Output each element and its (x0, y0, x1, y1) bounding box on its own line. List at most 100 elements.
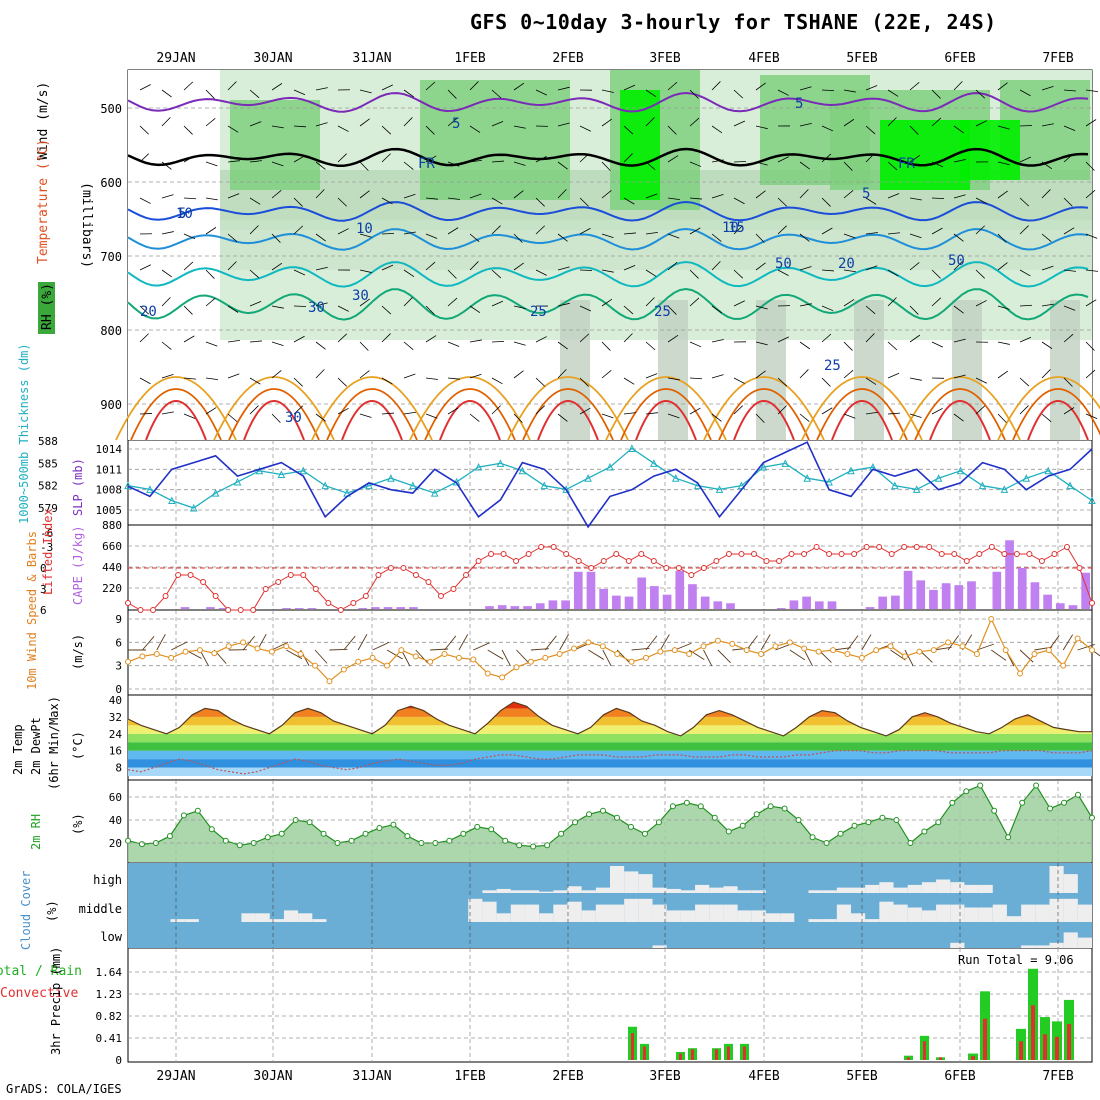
wind-barb (557, 369, 567, 379)
wind-barb-10m (659, 634, 670, 651)
cloud-clear-bar (808, 890, 823, 893)
wind-barb (469, 339, 482, 343)
wind-barb (381, 153, 391, 163)
rh-marker (669, 803, 676, 810)
cloud-clear-bar (964, 884, 979, 893)
lifted-index-marker (951, 551, 958, 557)
wind-barb (359, 89, 372, 94)
wind-barb (1063, 125, 1076, 131)
wind-speed-marker (700, 643, 707, 650)
rh-marker (711, 814, 718, 821)
wind-speed-marker (470, 656, 477, 663)
thickness-marker (321, 481, 329, 490)
wind-barb (359, 190, 370, 199)
wind-speed-marker (901, 653, 908, 660)
wind-barb (381, 333, 391, 343)
temp-tick-label: 16 (109, 745, 122, 758)
wind-barb (601, 190, 612, 199)
wind-barb-10m (1077, 643, 1095, 651)
rh-column (952, 300, 982, 440)
thickness-marker (606, 462, 614, 471)
wind-barb (557, 341, 568, 350)
isotherm-35 (1027, 400, 1089, 441)
wind-barb (1063, 227, 1075, 235)
wind-barb (447, 161, 460, 167)
wind-barb-10m (645, 635, 658, 651)
rh-marker (935, 819, 942, 826)
wind-barb (1019, 197, 1030, 207)
wind-barb (909, 305, 919, 315)
lifted-index-marker (212, 593, 219, 599)
wind-barb (337, 407, 349, 415)
precip-convective-bar (631, 1033, 634, 1060)
cape-bar (929, 589, 938, 609)
wind-barb (711, 125, 723, 134)
wind-barb (755, 82, 766, 91)
wind-barb (733, 161, 747, 163)
contour-label: FR (898, 156, 915, 172)
thickness-marker (1044, 466, 1052, 475)
cloud-clear-bar (709, 904, 724, 922)
wind-barb (513, 262, 524, 271)
wind-barb (579, 377, 589, 387)
cloud-clear-bar (1021, 904, 1036, 922)
wind-barb (799, 369, 809, 379)
wind-barb (513, 370, 524, 379)
wind-barb-10m (688, 649, 705, 661)
wind-barb-10m (544, 635, 557, 651)
wind-barb (447, 89, 457, 99)
wind-speed-marker (973, 651, 980, 657)
precip-tick-label: 1.23 (96, 988, 123, 1001)
precip-convective-bar (1019, 1041, 1023, 1060)
lifted-index-marker (638, 551, 645, 557)
cloud-clear-bar (298, 913, 313, 922)
wind-barb (139, 84, 151, 91)
cape-bar (294, 608, 304, 609)
wind-barb (315, 369, 325, 379)
cloud-clear-bar (595, 904, 610, 922)
credit-label: GrADS: COLA/IGES (6, 1082, 122, 1096)
lifted-index-marker (813, 544, 820, 550)
wind-barb (491, 89, 502, 99)
wind-barb (227, 305, 239, 313)
cape-bar (789, 600, 799, 609)
wind-speed-marker (830, 647, 837, 654)
wind-barb-10m (803, 649, 813, 667)
rh-tick-label: 40 (109, 814, 122, 827)
wind-barb (381, 125, 392, 135)
wind-barb-10m (1062, 634, 1074, 651)
isotherm-25 (311, 376, 433, 441)
cape-bar (548, 600, 558, 609)
wind-barb (953, 125, 964, 134)
wind-barb (1085, 269, 1098, 272)
cloud-clear-bar (992, 904, 1007, 922)
lifted-index-marker (675, 565, 682, 571)
wind-barb (843, 413, 856, 419)
wind-speed-marker (153, 651, 160, 657)
wind-barb (623, 265, 636, 271)
cloud-clear-bar (865, 884, 880, 893)
wind-barb-10m (357, 634, 368, 651)
minmax-axis-label: (6hr Min/Max) (47, 696, 61, 790)
wind-barb (205, 118, 216, 127)
wind-barb (689, 89, 699, 99)
cape-axis-label: CAPE (J/kg) (71, 526, 85, 605)
wind-barb (425, 261, 436, 271)
cloud-clear-bar (496, 913, 511, 922)
lifted-index-marker (1076, 565, 1083, 571)
wind-barb (293, 335, 305, 343)
wind-barb (975, 300, 987, 307)
wind-barb (623, 153, 633, 163)
rh-marker (558, 830, 565, 837)
wind-barb (645, 373, 658, 379)
thickness-marker (146, 485, 154, 493)
wind-barb (469, 125, 481, 133)
wind-barb (909, 413, 922, 418)
cloud-clear-bar (751, 910, 766, 922)
temp-band (128, 708, 1092, 717)
wind-barb (183, 335, 195, 343)
cape-bar (903, 570, 913, 609)
lifted-index-marker (200, 579, 207, 585)
wind-barb (513, 341, 526, 346)
wind-barb (975, 89, 986, 99)
